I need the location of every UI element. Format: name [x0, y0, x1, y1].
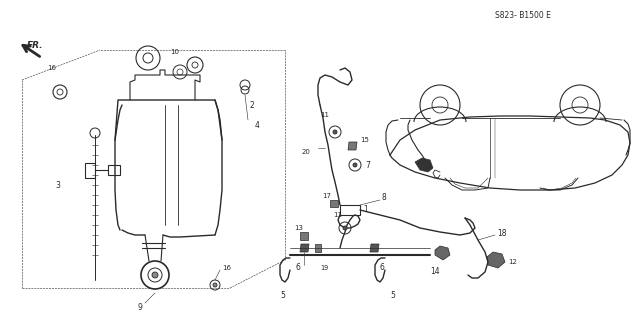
Text: 14: 14: [430, 268, 440, 277]
Text: 11: 11: [321, 112, 330, 118]
Polygon shape: [348, 142, 357, 150]
Text: 8: 8: [382, 194, 387, 203]
Text: 6: 6: [380, 263, 385, 272]
Text: 16: 16: [222, 265, 231, 271]
Text: 2: 2: [250, 100, 255, 109]
Text: 12: 12: [508, 259, 517, 265]
Text: 1: 1: [363, 205, 368, 214]
Polygon shape: [487, 252, 505, 268]
Circle shape: [343, 226, 347, 230]
Text: 7: 7: [365, 160, 370, 169]
Circle shape: [353, 163, 357, 167]
Circle shape: [213, 283, 217, 287]
Polygon shape: [435, 246, 450, 260]
Text: 5: 5: [390, 291, 395, 300]
Text: 16: 16: [47, 65, 56, 71]
Text: 19: 19: [320, 265, 328, 271]
Text: 9: 9: [138, 302, 143, 311]
Text: 15: 15: [360, 137, 369, 143]
Text: 20: 20: [302, 149, 311, 155]
Text: 17: 17: [322, 193, 331, 199]
Polygon shape: [415, 158, 433, 172]
Polygon shape: [300, 232, 308, 240]
Text: 13: 13: [294, 225, 303, 231]
Text: 6: 6: [295, 263, 300, 272]
Polygon shape: [300, 244, 309, 252]
Text: S823- B1500 E: S823- B1500 E: [495, 11, 551, 19]
Text: 5: 5: [280, 291, 285, 300]
Polygon shape: [370, 244, 379, 252]
Text: 10: 10: [170, 49, 179, 55]
Text: 18: 18: [497, 228, 506, 238]
Text: FR.: FR.: [27, 41, 44, 49]
Text: 11: 11: [333, 212, 342, 218]
Text: 4: 4: [255, 121, 260, 130]
Polygon shape: [330, 200, 338, 207]
Polygon shape: [315, 244, 321, 252]
Circle shape: [152, 272, 158, 278]
Circle shape: [333, 130, 337, 134]
Text: 3: 3: [55, 181, 60, 189]
